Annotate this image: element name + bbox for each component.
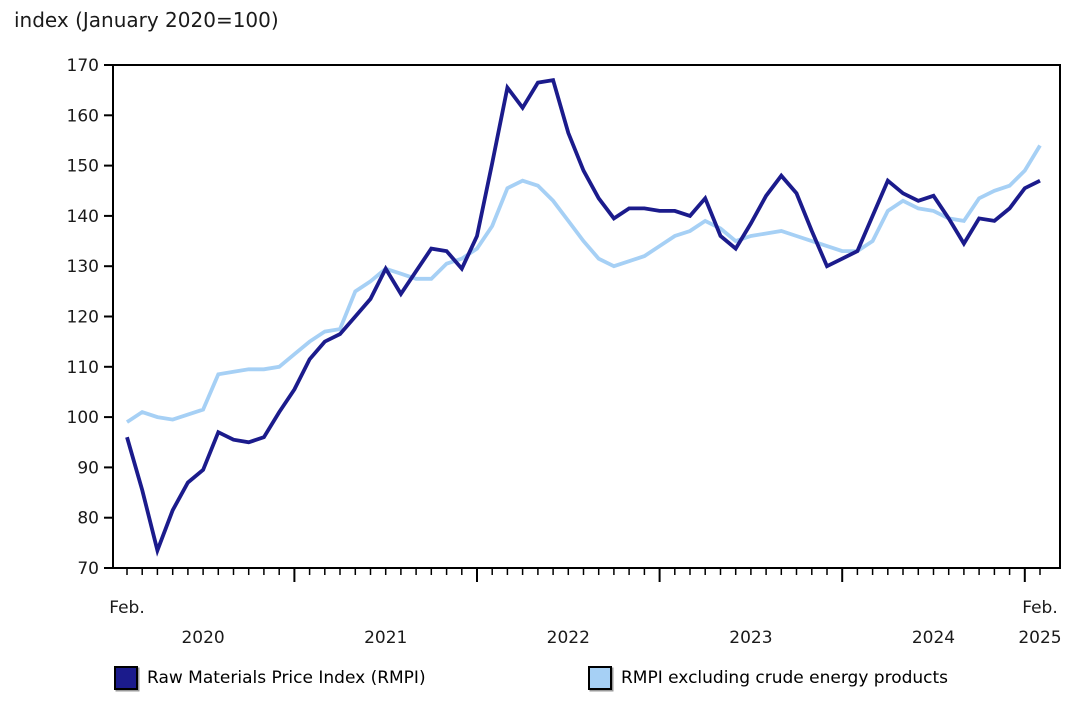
plot-border bbox=[112, 64, 1061, 569]
x-label-year: 2024 bbox=[912, 628, 955, 648]
x-label-start: Feb. bbox=[109, 598, 145, 618]
y-tick-label: 80 bbox=[77, 509, 99, 529]
x-label-year: 2022 bbox=[547, 628, 590, 648]
y-tick-label: 120 bbox=[67, 308, 99, 328]
series-line-1 bbox=[125, 144, 1042, 424]
chart-title: index (January 2020=100) bbox=[14, 8, 279, 32]
legend-swatch-rmpi-ex-crude bbox=[588, 666, 612, 690]
y-tick-label: 150 bbox=[67, 157, 99, 177]
legend-swatch-rmpi bbox=[114, 666, 138, 690]
y-tick-label: 90 bbox=[77, 458, 99, 478]
legend-label-rmpi-ex-crude: RMPI excluding crude energy products bbox=[621, 668, 949, 688]
y-tick-label: 160 bbox=[67, 106, 99, 126]
x-label-year: 2023 bbox=[729, 628, 772, 648]
x-label-end-year: 2025 bbox=[1018, 628, 1061, 648]
y-tick-label: 70 bbox=[77, 559, 99, 579]
legend-label-rmpi: Raw Materials Price Index (RMPI) bbox=[147, 668, 426, 688]
y-tick-label: 100 bbox=[67, 408, 99, 428]
legend-item-rmpi-ex-crude: RMPI excluding crude energy products bbox=[588, 666, 948, 690]
legend-item-rmpi: Raw Materials Price Index (RMPI) bbox=[114, 666, 426, 690]
series-line-0 bbox=[125, 77, 1041, 557]
y-tick-label: 140 bbox=[67, 207, 99, 227]
y-tick-label: 110 bbox=[67, 358, 99, 378]
y-tick-label: 170 bbox=[67, 56, 99, 76]
x-label-year: 2021 bbox=[364, 628, 407, 648]
x-label-end-month: Feb. bbox=[1022, 598, 1058, 618]
y-tick-label: 130 bbox=[67, 257, 99, 277]
x-label-year: 2020 bbox=[181, 628, 224, 648]
